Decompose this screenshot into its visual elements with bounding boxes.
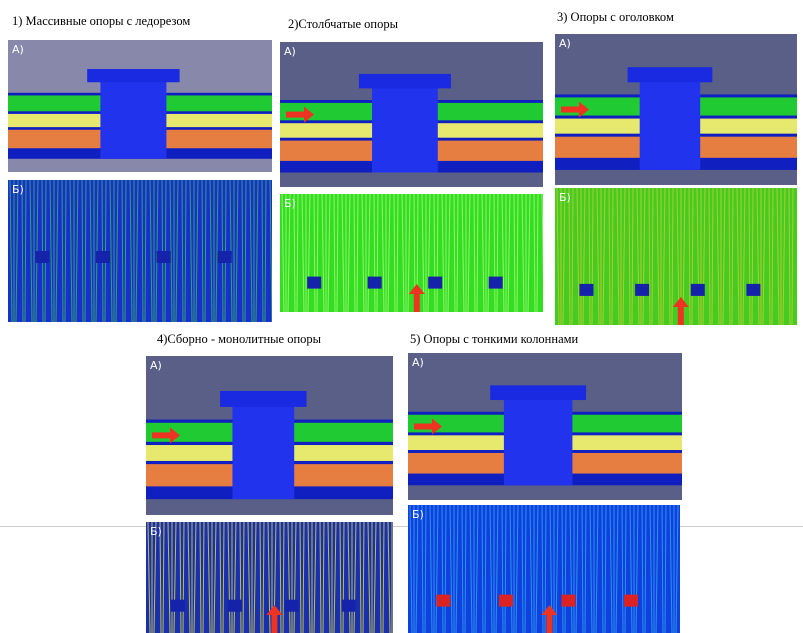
pier-plan: [436, 595, 450, 607]
pier-plan: [368, 277, 382, 289]
image-b-art: [280, 194, 543, 312]
panel-label: А): [412, 356, 424, 369]
panel-label: Б): [12, 183, 24, 196]
pier-plan: [157, 251, 171, 263]
pier-plan: [499, 595, 513, 607]
image-a: А): [8, 40, 272, 172]
panel-label: А): [559, 37, 571, 50]
caption: 2)Столбчатые опоры: [288, 17, 398, 32]
pier-plan: [746, 284, 760, 296]
pier-plan: [217, 251, 231, 263]
pier-cap: [87, 69, 179, 82]
pier: [372, 86, 438, 173]
caption: 3) Опоры с оголовком: [557, 10, 674, 25]
image-b: Б): [146, 522, 393, 633]
page: 1) Массивные опоры с ледорезом А) Б) 2)Стол…: [0, 0, 803, 633]
image-a: А): [555, 34, 797, 185]
image-b-art: [8, 180, 272, 322]
pier-cap: [628, 67, 713, 82]
pier-plan: [489, 277, 503, 289]
image-a-art: [146, 356, 393, 515]
pier-plan: [691, 284, 705, 296]
pier-plan: [35, 251, 49, 263]
pier-plan: [171, 600, 185, 612]
image-b: Б): [8, 180, 272, 322]
panel-label: Б): [150, 525, 162, 538]
image-a: А): [280, 42, 543, 187]
image-a: А): [408, 353, 682, 500]
image-a-art: [280, 42, 543, 187]
caption: 4)Сборно - монолитные опоры: [157, 332, 321, 347]
image-b: Б): [555, 188, 797, 325]
image-b-art: [408, 505, 680, 633]
panel-label: Б): [284, 197, 296, 210]
image-a-art: [8, 40, 272, 172]
pier-cap: [490, 385, 586, 400]
panel-label: Б): [412, 508, 424, 521]
pier-plan: [624, 595, 638, 607]
panel-label: А): [150, 359, 162, 372]
pier-plan: [96, 251, 110, 263]
divider: [0, 526, 803, 527]
pier-plan: [285, 600, 299, 612]
pier-plan: [579, 284, 593, 296]
pier-plan: [342, 600, 356, 612]
panel-label: А): [12, 43, 24, 56]
pier-plan: [228, 600, 242, 612]
image-b-art: [555, 188, 797, 325]
pier-plan: [428, 277, 442, 289]
pier: [640, 79, 701, 170]
image-a-art: [555, 34, 797, 185]
panel-label: Б): [559, 191, 571, 204]
image-a-art: [408, 353, 682, 500]
panel-label: А): [284, 45, 296, 58]
caption: 1) Массивные опоры с ледорезом: [12, 14, 190, 29]
image-b: Б): [408, 505, 680, 633]
image-b-art: [146, 522, 393, 633]
pier-plan: [635, 284, 649, 296]
pier-cap: [359, 74, 451, 89]
pier-plan: [561, 595, 575, 607]
pier: [232, 404, 294, 499]
pier: [504, 397, 573, 485]
pier-cap: [220, 391, 306, 407]
image-b: Б): [280, 194, 543, 312]
pier: [100, 80, 166, 159]
caption: 5) Опоры с тонкими колоннами: [410, 332, 578, 347]
pier-plan: [307, 277, 321, 289]
image-a: А): [146, 356, 393, 515]
